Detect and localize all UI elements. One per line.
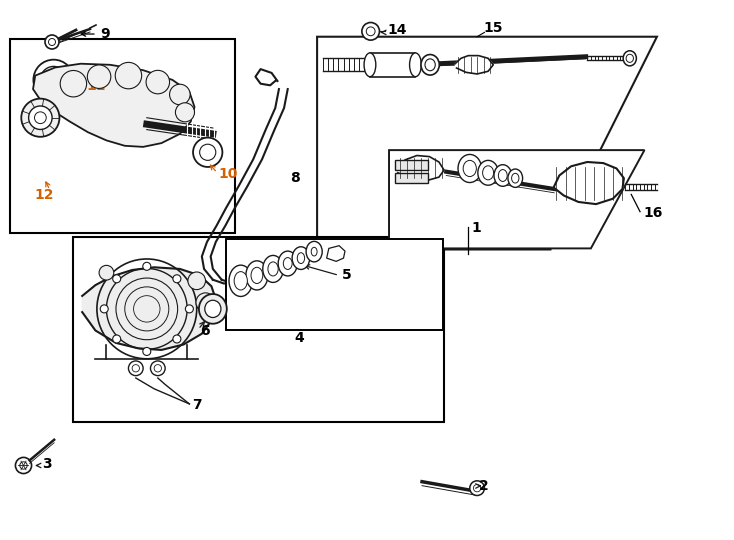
Ellipse shape bbox=[40, 66, 67, 93]
Circle shape bbox=[128, 361, 143, 376]
Ellipse shape bbox=[283, 258, 292, 269]
Text: 1: 1 bbox=[471, 221, 481, 235]
Circle shape bbox=[60, 71, 87, 97]
Ellipse shape bbox=[463, 160, 476, 177]
Text: 8: 8 bbox=[290, 171, 299, 185]
Ellipse shape bbox=[410, 53, 421, 77]
Ellipse shape bbox=[246, 261, 268, 290]
Circle shape bbox=[193, 138, 222, 167]
Ellipse shape bbox=[508, 169, 523, 187]
Ellipse shape bbox=[268, 262, 278, 276]
Ellipse shape bbox=[626, 54, 633, 62]
Text: 11: 11 bbox=[87, 79, 106, 93]
Circle shape bbox=[150, 361, 165, 376]
Circle shape bbox=[154, 364, 161, 372]
Circle shape bbox=[113, 335, 120, 343]
Text: 5: 5 bbox=[342, 268, 352, 282]
Text: 4: 4 bbox=[294, 330, 305, 345]
Ellipse shape bbox=[278, 251, 297, 276]
Circle shape bbox=[34, 112, 46, 124]
Polygon shape bbox=[396, 156, 444, 181]
Ellipse shape bbox=[229, 265, 252, 296]
Circle shape bbox=[200, 144, 216, 160]
Polygon shape bbox=[554, 162, 624, 204]
Polygon shape bbox=[455, 56, 493, 74]
Ellipse shape bbox=[364, 53, 376, 77]
Circle shape bbox=[143, 347, 150, 355]
Bar bbox=[226, 239, 443, 330]
Ellipse shape bbox=[33, 60, 73, 100]
Ellipse shape bbox=[251, 267, 263, 284]
Text: 16: 16 bbox=[643, 206, 662, 220]
Circle shape bbox=[473, 484, 481, 492]
Circle shape bbox=[188, 272, 206, 289]
Ellipse shape bbox=[478, 160, 498, 185]
Circle shape bbox=[99, 265, 114, 280]
Circle shape bbox=[362, 23, 379, 40]
Text: 13: 13 bbox=[266, 256, 285, 271]
Text: 6: 6 bbox=[200, 324, 209, 338]
Circle shape bbox=[143, 262, 150, 271]
Bar bbox=[370, 53, 415, 77]
Ellipse shape bbox=[263, 255, 283, 282]
Circle shape bbox=[45, 35, 59, 49]
Polygon shape bbox=[317, 37, 657, 249]
Circle shape bbox=[146, 70, 170, 94]
Ellipse shape bbox=[234, 272, 247, 290]
Text: 3: 3 bbox=[43, 457, 52, 471]
Circle shape bbox=[29, 106, 52, 130]
Bar bbox=[73, 237, 444, 422]
Ellipse shape bbox=[292, 247, 310, 269]
Ellipse shape bbox=[483, 166, 493, 180]
Circle shape bbox=[173, 275, 181, 283]
Circle shape bbox=[132, 364, 139, 372]
Ellipse shape bbox=[46, 72, 61, 87]
Circle shape bbox=[15, 457, 32, 474]
Text: 12: 12 bbox=[34, 188, 54, 202]
Ellipse shape bbox=[498, 170, 507, 181]
Ellipse shape bbox=[494, 165, 512, 186]
Ellipse shape bbox=[623, 51, 636, 66]
Circle shape bbox=[170, 84, 190, 105]
Ellipse shape bbox=[311, 247, 317, 256]
Circle shape bbox=[173, 335, 181, 343]
Ellipse shape bbox=[512, 173, 519, 183]
Text: 2: 2 bbox=[479, 479, 489, 493]
Circle shape bbox=[186, 305, 193, 313]
Polygon shape bbox=[82, 267, 217, 350]
Circle shape bbox=[113, 275, 120, 283]
Ellipse shape bbox=[425, 59, 435, 71]
Text: 7: 7 bbox=[192, 398, 202, 412]
Bar bbox=[10, 39, 235, 233]
Text: 9: 9 bbox=[100, 27, 109, 41]
Circle shape bbox=[196, 293, 215, 312]
Ellipse shape bbox=[297, 253, 305, 264]
Text: 14: 14 bbox=[388, 23, 407, 37]
Circle shape bbox=[115, 63, 142, 89]
Ellipse shape bbox=[458, 154, 482, 183]
Text: 15: 15 bbox=[483, 21, 503, 35]
Ellipse shape bbox=[306, 241, 322, 262]
Bar bbox=[395, 173, 428, 183]
Circle shape bbox=[87, 65, 111, 89]
Text: 10: 10 bbox=[219, 167, 238, 181]
Circle shape bbox=[175, 103, 195, 122]
Circle shape bbox=[366, 27, 375, 36]
Ellipse shape bbox=[421, 55, 439, 75]
Polygon shape bbox=[33, 64, 195, 147]
Circle shape bbox=[101, 305, 108, 313]
Circle shape bbox=[21, 99, 59, 137]
Ellipse shape bbox=[199, 294, 227, 323]
Polygon shape bbox=[327, 246, 345, 261]
Circle shape bbox=[48, 38, 56, 45]
Polygon shape bbox=[389, 150, 644, 248]
Circle shape bbox=[20, 462, 27, 469]
Bar bbox=[395, 160, 428, 170]
Ellipse shape bbox=[205, 300, 221, 318]
Circle shape bbox=[470, 481, 484, 496]
